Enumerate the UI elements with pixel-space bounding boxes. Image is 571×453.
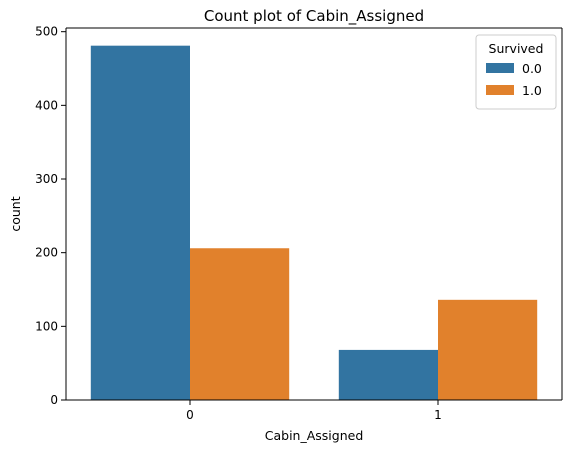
axes: 0 100 200 300 400 500 0 1 [35, 25, 563, 422]
y-tick-label: 500 [35, 25, 58, 39]
bar-survived-0-0-cabin-1 [338, 349, 438, 400]
y-tick-label: 100 [35, 319, 58, 333]
x-tick-label: 1 [434, 408, 442, 422]
legend-swatch-0-0 [486, 63, 514, 73]
plot-area [90, 45, 538, 401]
bar-survived-0-0-cabin-0 [90, 45, 190, 401]
chart-title: Count plot of Cabin_Assigned [204, 7, 424, 26]
legend-swatch-1-0 [486, 85, 514, 95]
bar-survived-1-0-cabin-1 [438, 299, 538, 400]
x-axis-label: Cabin_Assigned [265, 428, 364, 443]
legend: Survived 0.0 1.0 [475, 34, 557, 110]
x-tick-label: 0 [186, 408, 194, 422]
y-tick-label: 400 [35, 98, 58, 112]
legend-title: Survived [489, 41, 544, 56]
y-tick-label: 0 [50, 393, 58, 407]
legend-label-0-0: 0.0 [522, 61, 542, 76]
y-tick-label: 300 [35, 172, 58, 186]
legend-label-1-0: 1.0 [522, 83, 542, 98]
y-axis-label: count [8, 196, 23, 231]
y-tick-label: 200 [35, 246, 58, 260]
bar-survived-1-0-cabin-0 [190, 248, 290, 400]
